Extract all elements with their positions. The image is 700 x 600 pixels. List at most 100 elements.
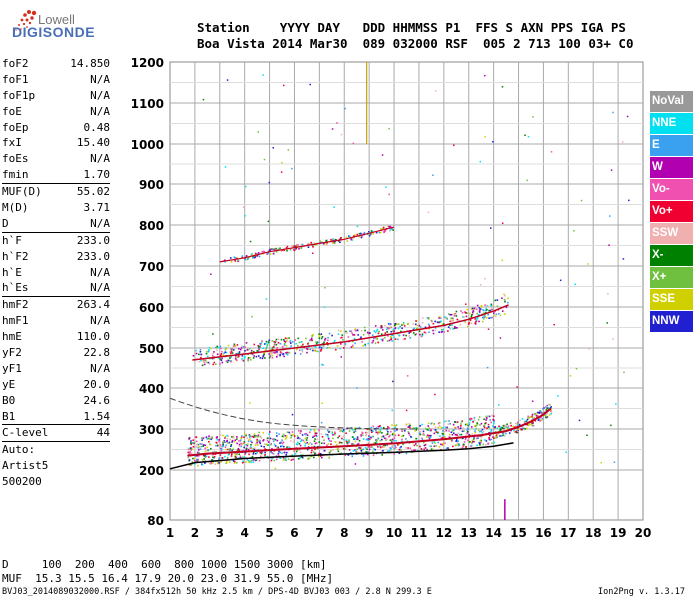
echo-point <box>434 393 436 396</box>
echo-point <box>414 323 417 326</box>
echo-point <box>428 437 431 440</box>
echo-point <box>300 341 303 343</box>
echo-point <box>212 456 214 459</box>
echo-point <box>397 338 399 341</box>
echo-point <box>448 327 451 330</box>
echo-point <box>243 436 245 439</box>
echo-point <box>506 426 509 429</box>
echo-point <box>224 259 226 262</box>
echo-point <box>248 453 250 456</box>
echo-point <box>242 206 245 209</box>
echo-point <box>296 348 298 351</box>
echo-point <box>262 431 265 434</box>
echo-point <box>204 454 206 456</box>
echo-point <box>370 429 373 432</box>
x-tick-label: 4 <box>241 526 249 540</box>
echo-point <box>477 435 479 438</box>
x-tick-label: 17 <box>560 526 577 540</box>
echo-point <box>253 448 256 451</box>
echo-point <box>476 312 478 315</box>
param-value: N/A <box>90 152 110 166</box>
echo-point <box>525 420 528 423</box>
echo-point <box>352 344 354 347</box>
y-tick-label: 600 <box>139 301 164 315</box>
echo-point <box>208 438 211 440</box>
echo-point <box>264 448 266 450</box>
echo-point <box>474 322 476 324</box>
echo-point <box>255 459 258 461</box>
echo-point <box>304 444 306 447</box>
echo-point <box>231 440 234 442</box>
echo-point <box>280 441 282 444</box>
echo-point <box>355 453 358 455</box>
echo-point <box>246 258 249 260</box>
echo-point <box>396 451 399 453</box>
echo-point <box>269 443 272 446</box>
echo-point <box>211 436 213 439</box>
echo-point <box>190 453 192 455</box>
echo-point <box>297 337 300 340</box>
echo-point <box>514 422 517 425</box>
echo-point <box>236 452 238 454</box>
echo-point <box>294 248 297 250</box>
echo-point <box>244 257 246 260</box>
echo-point <box>337 445 340 448</box>
echo-point <box>259 357 262 359</box>
echo-point <box>232 435 235 438</box>
echo-point <box>475 320 478 322</box>
echo-point <box>230 260 233 263</box>
x-tick-label: 8 <box>340 526 348 540</box>
echo-point <box>549 409 552 411</box>
echo-point <box>286 249 288 252</box>
echo-point <box>580 199 583 202</box>
echo-point <box>501 222 504 224</box>
param-row: yF1 N/A <box>2 361 110 377</box>
echo-point <box>311 243 313 246</box>
echo-point <box>352 436 354 438</box>
echo-point <box>459 433 461 436</box>
x-tick-label: 20 <box>635 526 652 540</box>
echo-point <box>461 437 464 440</box>
echo-point <box>277 353 279 356</box>
echo-point <box>533 416 535 419</box>
echo-point <box>337 428 340 430</box>
echo-point <box>306 437 309 439</box>
echo-point <box>390 338 392 341</box>
dashed-curve <box>169 397 419 430</box>
echo-point <box>286 451 288 454</box>
echo-point <box>474 322 477 324</box>
echo-point <box>371 334 374 337</box>
echo-point <box>259 456 262 459</box>
echo-point <box>494 315 497 318</box>
echo-point <box>442 435 445 437</box>
echo-point <box>269 437 272 440</box>
echo-point <box>275 247 277 250</box>
echo-point <box>423 331 426 334</box>
echo-point <box>439 435 441 437</box>
echo-point <box>218 462 220 464</box>
echo-point <box>200 437 203 439</box>
echo-point <box>298 247 300 250</box>
echo-point <box>219 354 222 357</box>
echo-point <box>230 350 233 353</box>
echo-point <box>212 357 215 360</box>
echo-point <box>386 438 388 440</box>
echo-point <box>356 329 359 332</box>
echo-point <box>213 457 215 459</box>
echo-point <box>466 430 469 433</box>
echo-point <box>302 343 304 346</box>
echo-point <box>488 432 491 434</box>
echo-point <box>320 333 323 335</box>
echo-point <box>262 250 265 253</box>
echo-point <box>501 426 504 429</box>
echo-point <box>433 439 435 442</box>
echo-point <box>427 323 430 326</box>
echo-point <box>480 441 482 444</box>
echo-point <box>279 351 282 353</box>
echo-point <box>426 428 429 431</box>
echo-point <box>440 449 443 451</box>
echo-point <box>339 340 342 343</box>
echo-point <box>295 443 298 445</box>
echo-point <box>382 227 385 229</box>
echo-point <box>470 417 473 420</box>
